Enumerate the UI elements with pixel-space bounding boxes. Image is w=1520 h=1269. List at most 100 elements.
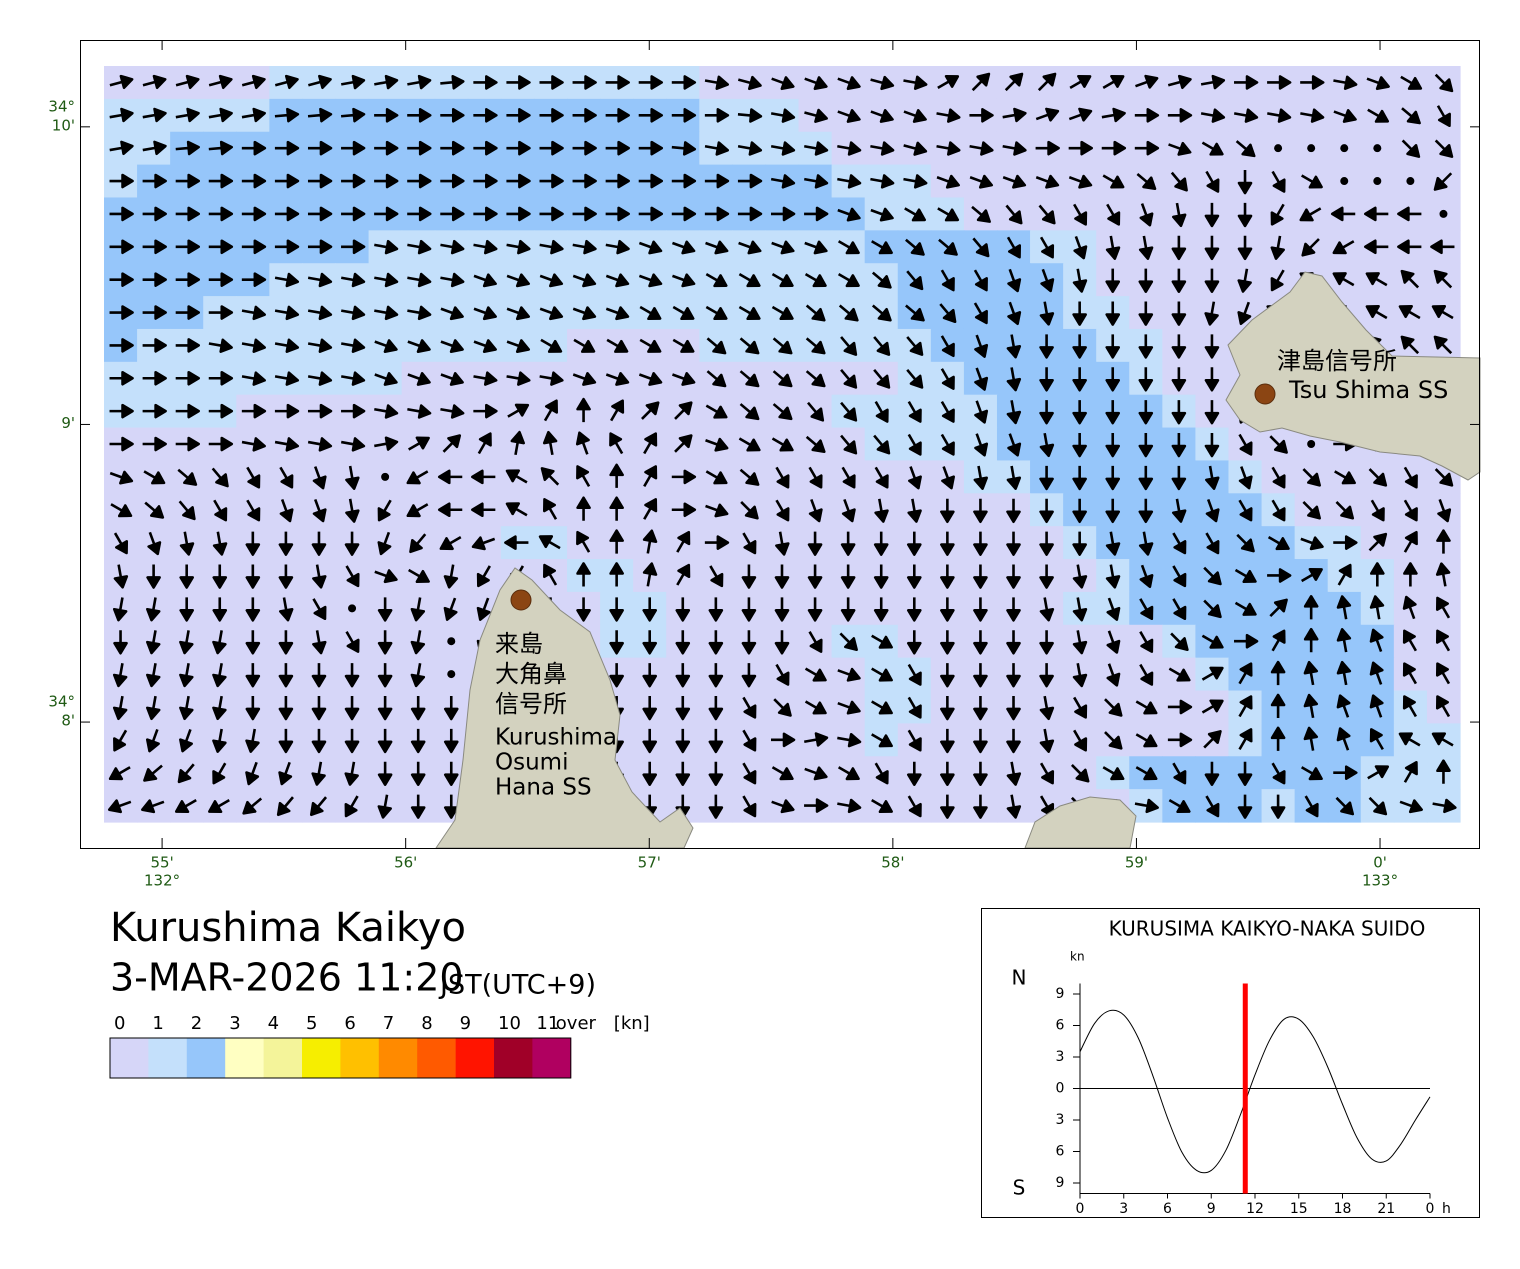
current-arrow (241, 305, 266, 321)
y-tick-label: 3 (1056, 1049, 1065, 1065)
current-arrow (737, 173, 763, 189)
current-arrow (969, 108, 994, 123)
current-arrow (1006, 367, 1022, 392)
current-arrow (340, 338, 366, 353)
current-arrow (672, 338, 695, 353)
current-arrow (973, 302, 988, 325)
current-arrow (506, 108, 531, 123)
current-arrow (142, 403, 167, 419)
x-tick-label: 0' (1373, 854, 1387, 872)
current-arrow (840, 368, 858, 389)
current-arrow (605, 108, 630, 123)
current-arrow (605, 372, 630, 386)
current-arrow (638, 372, 663, 386)
current-arrow (1200, 108, 1226, 123)
calm-dot (447, 637, 456, 646)
current-arrow (1134, 108, 1160, 123)
current-arrow (1039, 301, 1055, 326)
y-tick-label: 9 (1056, 986, 1065, 1002)
current-arrow (374, 239, 399, 255)
inset-title: KURUSIMA KAIKYO-NAKA SUIDO (1109, 917, 1426, 941)
current-arrow (142, 173, 167, 189)
x-tick-label: 0 (1076, 1201, 1085, 1217)
current-arrow (1167, 74, 1192, 90)
current-arrow (671, 372, 696, 386)
current-arrow (837, 207, 861, 222)
current-arrow (771, 240, 795, 255)
current-arrow (142, 239, 167, 255)
current-arrow (1172, 202, 1187, 228)
current-arrow (771, 305, 794, 321)
current-arrow (737, 108, 763, 123)
current-arrow (1105, 301, 1121, 326)
x-tick-label: 3 (1119, 1201, 1128, 1217)
current-arrow (1138, 301, 1154, 326)
current-arrow (440, 272, 465, 288)
x-tick-label: 58' (881, 854, 904, 872)
legend-swatch (494, 1038, 533, 1078)
current-arrow (340, 305, 366, 321)
current-arrow (639, 338, 662, 353)
current-arrow (1171, 367, 1187, 392)
legend-tick-label: 4 (268, 1013, 279, 1034)
current-arrow (1365, 305, 1388, 320)
current-arrow (605, 173, 630, 189)
current-arrow (241, 371, 266, 386)
current-arrow (606, 338, 629, 353)
current-arrow (1035, 107, 1060, 122)
current-arrow (374, 140, 399, 156)
current-arrow (1102, 74, 1125, 90)
current-arrow (1038, 204, 1056, 225)
y-tick-label: 8' (61, 712, 75, 730)
current-arrow (473, 206, 498, 222)
legend-swatch (225, 1038, 264, 1078)
current-arrow (1205, 170, 1220, 193)
current-arrow (539, 108, 564, 123)
current-arrow (274, 239, 300, 255)
current-arrow (804, 240, 828, 255)
current-arrow (704, 75, 729, 90)
legend-tick-label: 9 (460, 1013, 471, 1034)
current-arrow (971, 205, 991, 223)
legend-swatch (110, 1038, 149, 1078)
current-arrow (572, 239, 597, 255)
current-arrow (241, 272, 267, 287)
current-arrow (936, 174, 960, 189)
current-arrow (208, 74, 233, 90)
current-arrow (473, 273, 497, 288)
current-arrow (804, 273, 827, 288)
current-arrow (1101, 107, 1126, 123)
current-arrow (1431, 305, 1454, 320)
current-arrow (1204, 334, 1220, 359)
place-label: Hana SS (495, 775, 592, 801)
current-arrow (671, 75, 697, 90)
current-arrow (1204, 268, 1220, 293)
x-tick-label: 9 (1207, 1201, 1216, 1217)
current-arrow (109, 173, 134, 189)
current-arrow (905, 238, 925, 256)
legend-tick-label: 8 (421, 1013, 432, 1034)
current-arrow (1138, 235, 1154, 260)
x-degree-label: 133° (1362, 872, 1398, 890)
current-arrow (871, 271, 892, 289)
x-tick-label: 59' (1125, 854, 1148, 872)
current-arrow (605, 239, 630, 255)
current-arrow (473, 75, 498, 90)
current-arrow (605, 273, 630, 288)
current-arrow (1330, 206, 1356, 222)
current-arrow (1105, 235, 1121, 260)
legend-swatch (263, 1038, 303, 1078)
place-label: Tsu Shima SS (1288, 376, 1448, 404)
current-arrow (771, 206, 796, 222)
current-arrow (738, 305, 761, 321)
current-arrow (1035, 140, 1060, 156)
x-tick-label: 15 (1290, 1201, 1308, 1217)
current-arrow (1069, 74, 1092, 90)
legend-tick-label: 6 (344, 1013, 355, 1034)
current-arrow (1167, 108, 1193, 123)
current-arrow (374, 74, 399, 90)
current-arrow (1434, 139, 1454, 158)
current-arrow (973, 269, 988, 292)
current-arrow (175, 107, 200, 123)
